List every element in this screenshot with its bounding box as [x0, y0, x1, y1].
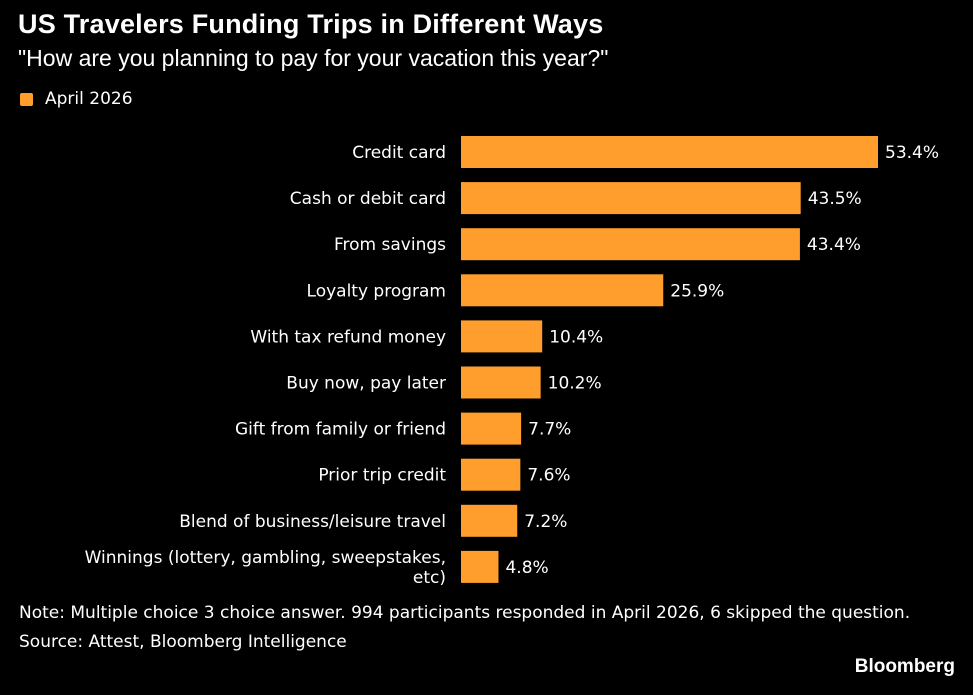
category-label-3: From savings — [334, 235, 446, 255]
value-label-3: 43.4% — [807, 235, 861, 255]
category-label-1: Credit card — [352, 143, 446, 163]
bar-3 — [461, 228, 800, 261]
value-label-7: 7.7% — [528, 420, 571, 440]
value-label-2: 43.5% — [808, 189, 862, 209]
category-label-2: Cash or debit card — [290, 189, 446, 209]
bar-2 — [461, 182, 801, 215]
category-label-5: With tax refund money — [250, 327, 446, 347]
category-label-7: Gift from family or friend — [235, 420, 446, 440]
category-label-9: Blend of business/leisure travel — [179, 512, 446, 532]
category-label-8: Prior trip credit — [318, 466, 446, 486]
legend: April 2026 — [20, 89, 133, 109]
value-label-4: 25.9% — [670, 281, 724, 301]
chart-source: Source: Attest, Bloomberg Intelligence — [19, 632, 347, 652]
bar-9 — [461, 504, 518, 537]
value-label-10: 4.8% — [505, 558, 548, 578]
chart-note: Note: Multiple choice 3 choice answer. 9… — [19, 603, 911, 623]
chart-title: US Travelers Funding Trips in Different … — [18, 9, 604, 39]
bar-chart: 53.4% Credit card 43.5% Cash or debit card 4… — [85, 136, 939, 588]
value-label-1: 53.4% — [885, 143, 939, 163]
bloomberg-logo: Bloomberg — [854, 656, 955, 677]
legend-label: April 2026 — [45, 89, 133, 109]
bar-5 — [461, 320, 543, 353]
bar-4 — [461, 274, 664, 307]
bar-1 — [461, 136, 878, 168]
bar-10 — [461, 550, 499, 583]
category-label-4: Loyalty program — [307, 281, 446, 301]
chart-subtitle: "How are you planning to pay for your va… — [18, 45, 609, 71]
value-label-9: 7.2% — [524, 512, 567, 532]
category-label-10: Winnings (lottery, gambling, sweepstakes… — [85, 548, 446, 588]
legend-swatch — [20, 92, 33, 106]
value-label-8: 7.6% — [527, 466, 570, 486]
value-label-6: 10.2% — [548, 374, 602, 394]
bar-7 — [461, 412, 522, 445]
bar-6 — [461, 366, 541, 399]
category-label-6: Buy now, pay later — [286, 374, 446, 394]
bar-8 — [461, 458, 521, 491]
value-label-5: 10.4% — [549, 327, 603, 347]
